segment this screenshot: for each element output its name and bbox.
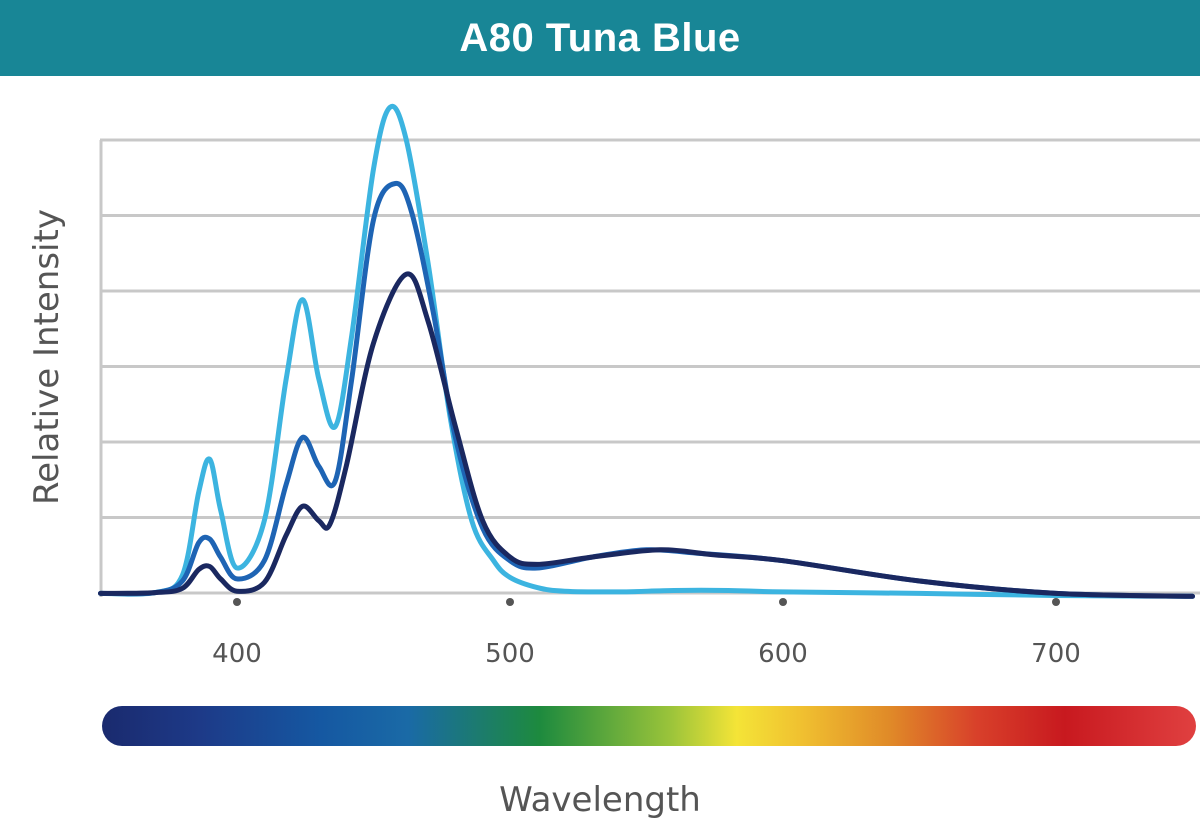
x-tick-label: 500 (485, 639, 535, 669)
wavelength-color-bar (102, 706, 1196, 746)
x-axis-ticks: 400 500 600 700 (212, 598, 1081, 669)
chart-title-bar: A80 Tuna Blue (0, 0, 1200, 76)
x-axis-label: Wavelength (499, 780, 701, 820)
grid-lines (99, 138, 1200, 597)
series-line-2 (98, 180, 1195, 599)
series-line-3 (98, 271, 1195, 599)
x-tick-label: 600 (758, 639, 808, 669)
y-axis-label: Relative Intensity (27, 209, 67, 505)
x-tick-label: 400 (212, 639, 262, 669)
x-tick-mark (1052, 598, 1060, 606)
x-tick-mark (779, 598, 787, 606)
x-tick-mark (506, 598, 514, 606)
x-tick-mark (233, 598, 241, 606)
series-lines (98, 103, 1195, 599)
series-line-1 (98, 103, 1195, 599)
x-tick-label: 700 (1031, 639, 1081, 669)
chart-title: A80 Tuna Blue (459, 15, 741, 60)
